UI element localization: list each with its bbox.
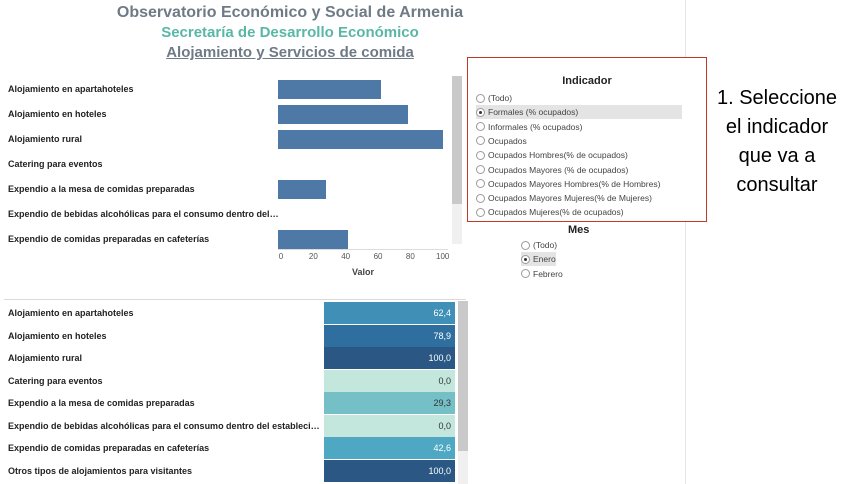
radio-button-icon[interactable] — [476, 150, 485, 160]
indicador-filter-title: Indicador — [562, 75, 612, 87]
radio-button-icon[interactable] — [476, 107, 485, 117]
table-row-label: Catering para eventos — [8, 375, 103, 386]
indicador-filter[interactable]: Indicador (Todo) Formales (% ocupados) Inf… — [467, 57, 707, 222]
table-row-label: Alojamiento en hoteles — [8, 330, 107, 341]
radio-button-icon[interactable] — [476, 179, 485, 189]
table-row-label: Expendio a la mesa de comidas preparadas — [8, 398, 195, 408]
table-row-label: Otros tipos de alojamientos para visitan… — [8, 465, 193, 476]
filter-option-label: Enero — [533, 254, 556, 265]
dashboard-subtitle: Secretaría de Desarrollo Económico — [161, 24, 419, 41]
bar[interactable] — [278, 105, 409, 124]
table-value-cell[interactable]: 29,3 — [324, 392, 455, 414]
table-row-label: Alojamiento en apartahoteles — [8, 308, 134, 318]
bar-chart[interactable]: Alojamiento en apartahoteles Alojamiento … — [0, 74, 464, 288]
filter-option[interactable]: Enero — [521, 252, 556, 267]
bar-category-label: Alojamiento rural — [8, 134, 83, 144]
mes-filter-title: Mes — [568, 224, 590, 236]
table-row-label: Expendio de bebidas alcohólicas para el … — [8, 420, 320, 431]
mes-filter[interactable]: Mes (Todo) Enero Febrero — [510, 222, 670, 282]
table-value-cell[interactable]: 100,0 — [324, 347, 455, 369]
filter-option-label: Ocupados Mayores (% de ocupados) — [488, 164, 629, 175]
bar[interactable] — [278, 180, 327, 199]
table-scrollbar-thumb[interactable] — [458, 301, 468, 451]
filter-option-label: Ocupados Mayores Hombres(% de Hombres) — [488, 178, 661, 189]
radio-button-icon[interactable] — [521, 240, 530, 250]
table-value-cell[interactable]: 42,6 — [324, 437, 455, 459]
radio-button-icon[interactable] — [476, 93, 485, 103]
radio-button-icon[interactable] — [476, 193, 485, 203]
filter-option[interactable]: Ocupados Mujeres(% de ocupados) — [476, 205, 624, 219]
filter-option[interactable]: (Todo) — [476, 91, 512, 105]
instruction-text: 1. Seleccione el indicador que va a consult… — [707, 84, 847, 200]
x-tick-label: 40 — [341, 252, 351, 261]
radio-button-icon[interactable] — [521, 254, 530, 264]
filter-option[interactable]: Ocupados Hombres(% de ocupados) — [476, 148, 628, 162]
radio-button-icon[interactable] — [476, 165, 485, 174]
filter-option[interactable]: Ocupados — [476, 134, 527, 148]
filter-option[interactable]: Ocupados Mayores Mujeres(% de Mujeres) — [476, 191, 652, 205]
instruction-line: consultar — [736, 174, 818, 196]
filter-option-label: Febrero — [533, 268, 563, 279]
filter-option-label: Ocupados Mujeres(% de ocupados) — [488, 207, 624, 218]
filter-option-label: Formales (% ocupados) — [488, 107, 579, 118]
table-row-label: Expendio de comidas preparadas en cafete… — [8, 443, 210, 453]
bar-category-label: Catering para eventos — [8, 159, 103, 169]
filter-option-label: (Todo) — [533, 240, 558, 250]
dashboard: Observatorio Económico y Social de Armen… — [0, 0, 707, 484]
radio-button-icon[interactable] — [521, 269, 530, 279]
filter-option[interactable]: Formales (% ocupados) — [476, 105, 682, 120]
heat-table[interactable]: Alojamiento en apartahoteles 62,4 Alojamie… — [0, 301, 470, 484]
bar-category-label: Alojamiento en apartahoteles — [8, 84, 134, 94]
filter-option-label: Informales (% ocupados) — [488, 121, 583, 132]
table-row-label: Alojamiento rural — [8, 353, 83, 363]
bar-category-label: Expendio de comidas preparadas en cafete… — [8, 234, 210, 244]
radio-button-icon[interactable] — [476, 122, 485, 132]
x-tick-label: 0 — [278, 252, 284, 261]
section-title: Alojamiento y Servicios de comida — [166, 44, 414, 61]
x-axis-title: Valor — [352, 267, 375, 277]
bar-chart-scrollbar-thumb[interactable] — [452, 76, 462, 204]
x-axis-line — [278, 249, 448, 250]
filter-option-label: Ocupados — [488, 135, 527, 146]
filter-option-label: Ocupados Mayores Mujeres(% de Mujeres) — [488, 193, 652, 204]
filter-option[interactable]: Ocupados Mayores Hombres(% de Hombres) — [476, 177, 660, 191]
filter-option[interactable]: (Todo) — [521, 238, 557, 252]
instruction-line: el indicador — [725, 116, 829, 138]
instruction-line: que va a — [738, 145, 816, 167]
instruction-line: 1. Seleccione — [716, 87, 838, 109]
radio-button-icon[interactable] — [476, 136, 485, 146]
bar[interactable] — [278, 80, 381, 99]
filter-option-label: Ocupados Hombres(% de ocupados) — [488, 150, 628, 161]
x-tick-label: 80 — [405, 252, 415, 261]
bar-category-label: Expendio de bebidas alcohólicas para el … — [8, 209, 280, 219]
table-value-cell[interactable]: 78,9 — [324, 324, 455, 347]
bar[interactable] — [278, 230, 349, 249]
filter-option[interactable]: Ocupados Mayores (% de ocupados) — [476, 163, 628, 177]
x-tick-label: 60 — [373, 252, 383, 261]
filter-option[interactable]: Informales (% ocupados) — [476, 120, 583, 134]
table-value-cell[interactable]: 100,0 — [324, 459, 455, 482]
table-value-cell[interactable]: 0,0 — [324, 414, 455, 437]
bar[interactable] — [278, 130, 443, 149]
bar-category-label: Alojamiento en hoteles — [8, 109, 107, 119]
table-separator — [4, 299, 466, 300]
filter-option[interactable]: Febrero — [521, 267, 563, 281]
table-value-cell[interactable]: 62,4 — [324, 302, 455, 324]
radio-button-icon[interactable] — [476, 207, 485, 217]
table-value-cell[interactable]: 0,0 — [324, 369, 455, 392]
x-tick-label: 20 — [308, 252, 318, 261]
dashboard-title: Observatorio Económico y Social de Armen… — [116, 4, 464, 21]
filter-option-label: (Todo) — [488, 93, 513, 103]
x-tick-label: 100 — [436, 252, 450, 261]
bar-category-label: Expendio a la mesa de comidas preparadas — [8, 184, 195, 194]
